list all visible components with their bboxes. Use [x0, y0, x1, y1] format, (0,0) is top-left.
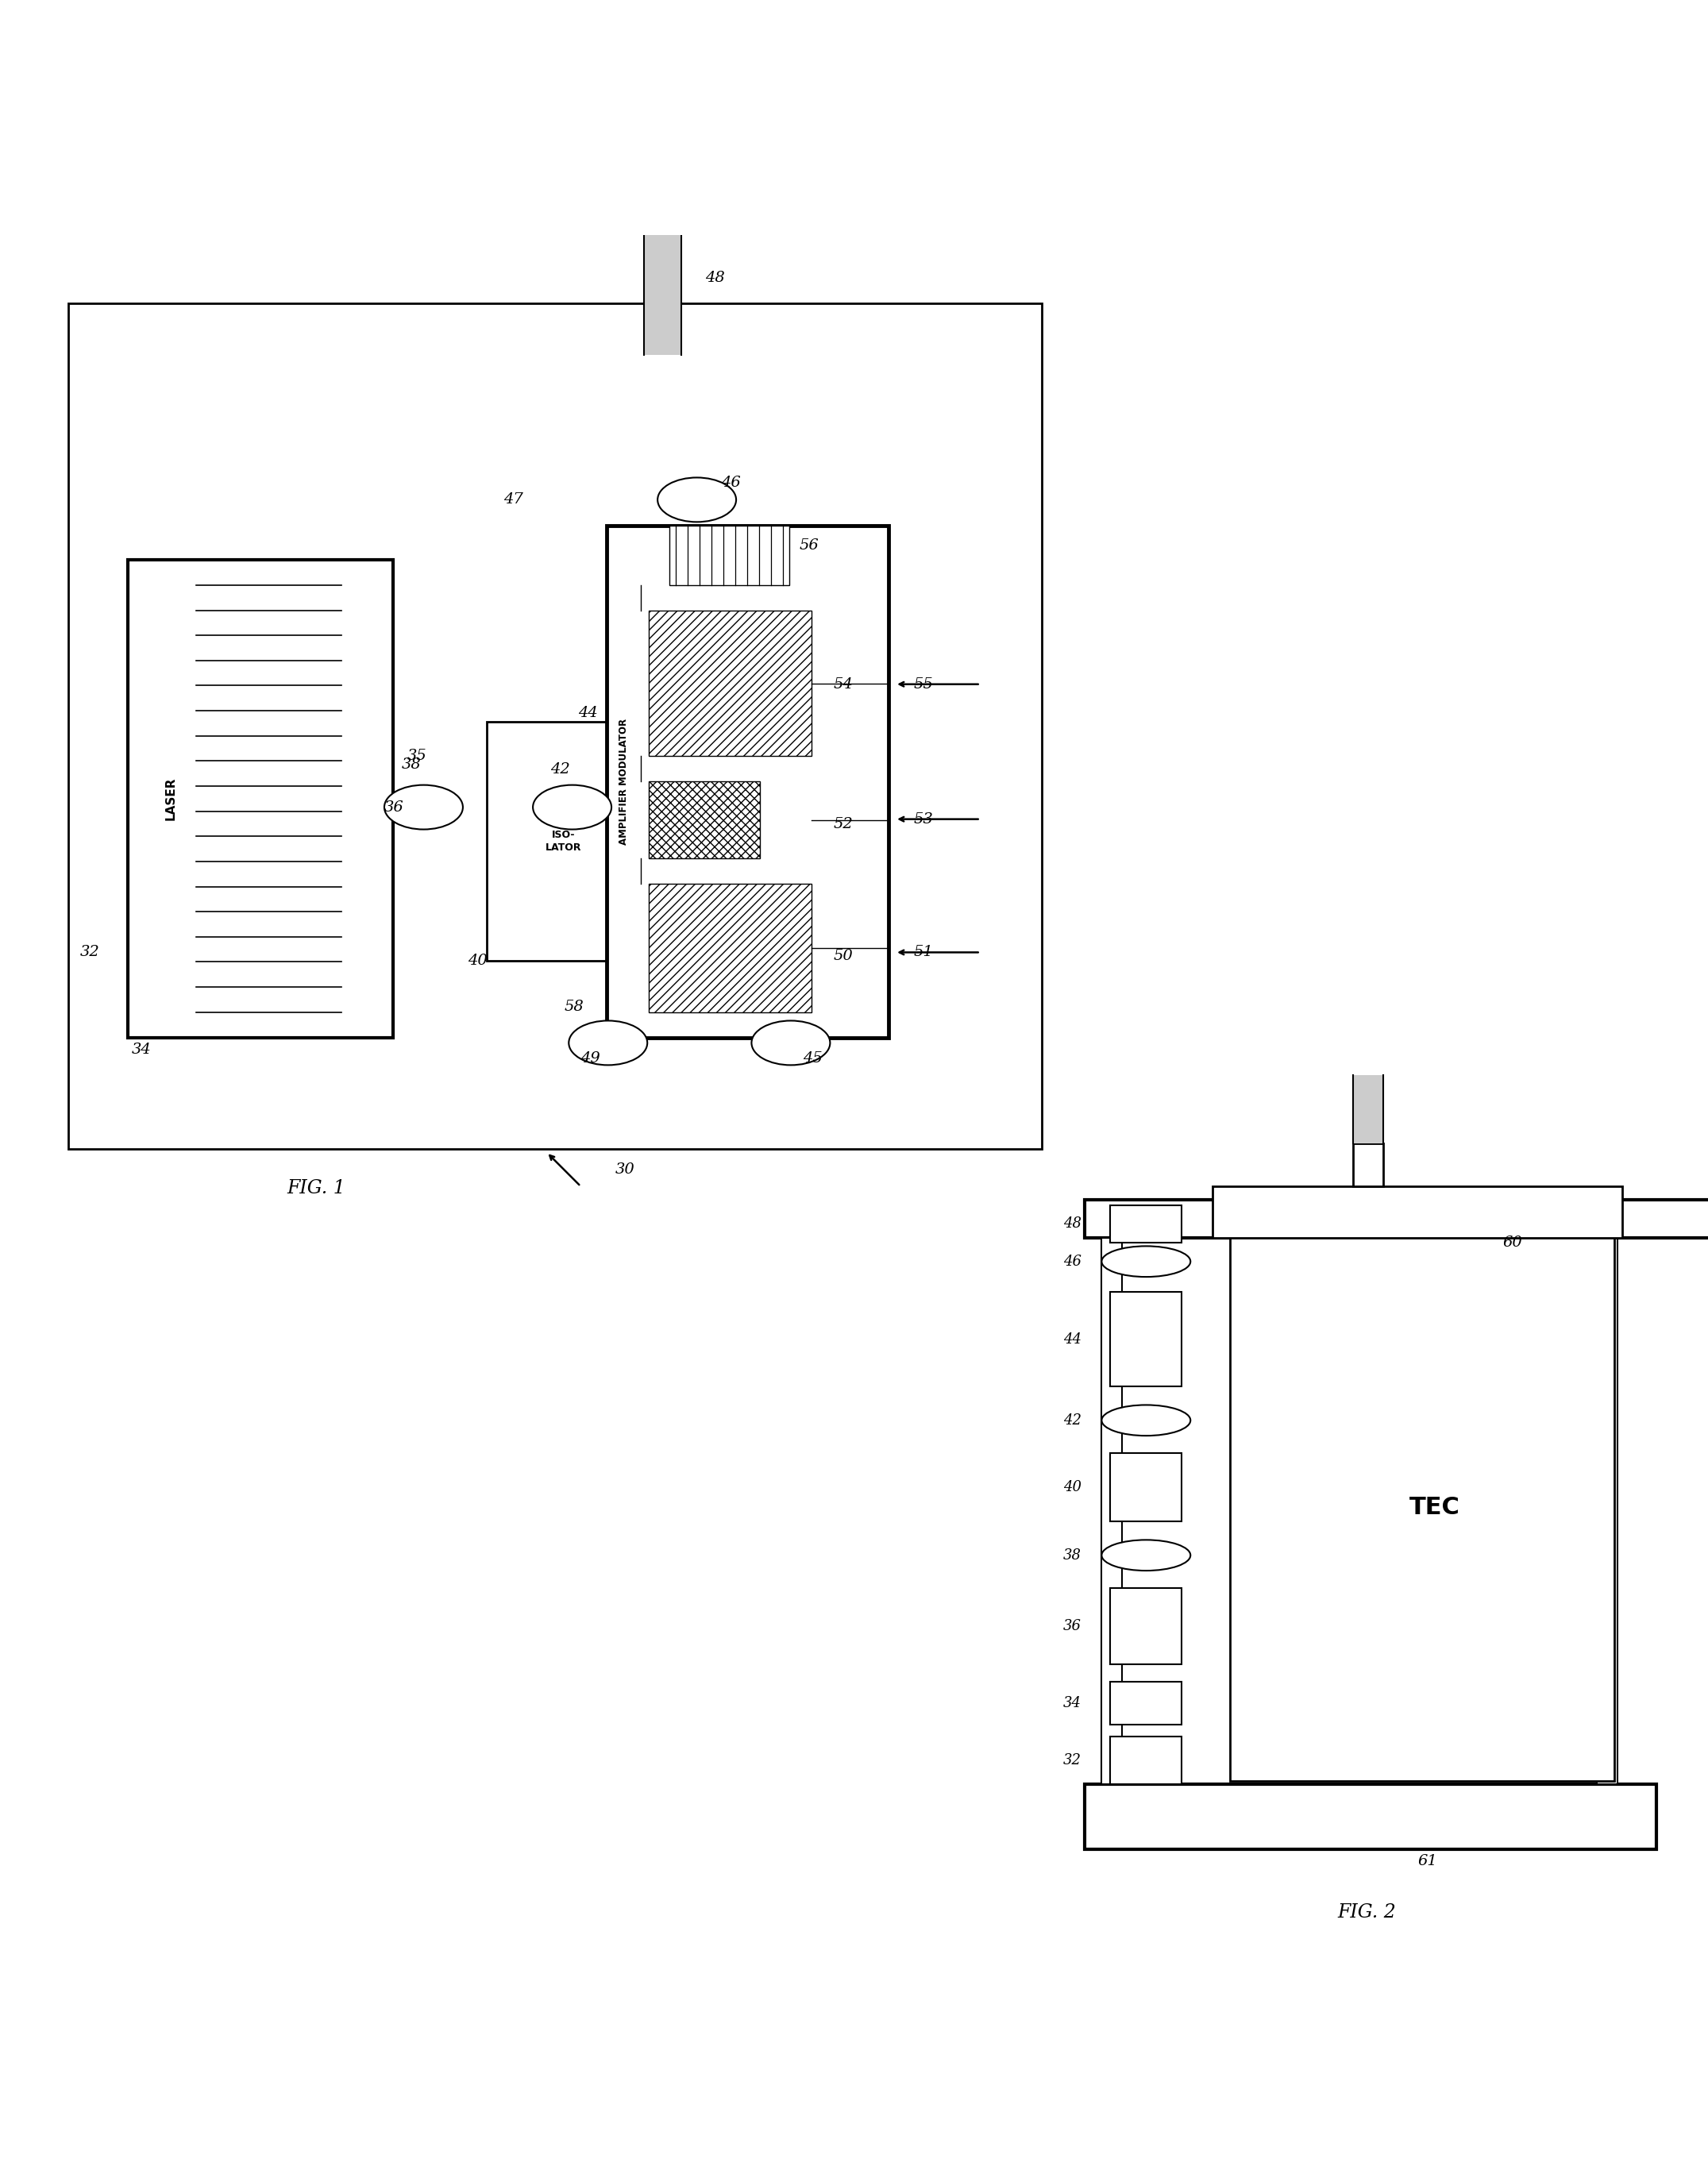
Text: 36: 36: [1062, 1618, 1081, 1634]
Text: 32: 32: [1062, 1753, 1081, 1766]
Ellipse shape: [1102, 1540, 1190, 1570]
Text: 45: 45: [803, 1052, 823, 1065]
Text: 56: 56: [799, 538, 820, 553]
Text: FIG. 2: FIG. 2: [1337, 1904, 1395, 1921]
Polygon shape: [1353, 1076, 1383, 1143]
Bar: [1213, 1187, 1623, 1237]
Polygon shape: [644, 227, 681, 355]
Bar: [670, 525, 789, 586]
Text: 47: 47: [504, 492, 524, 507]
Text: 58: 58: [564, 1000, 584, 1015]
Bar: [1110, 1588, 1182, 1664]
Ellipse shape: [533, 784, 611, 830]
Bar: [1110, 1292, 1182, 1385]
Text: 30: 30: [615, 1163, 635, 1176]
Text: ISO-
LATOR: ISO- LATOR: [545, 830, 582, 854]
Text: 48: 48: [705, 270, 726, 285]
Bar: [1102, 1237, 1122, 1784]
Bar: [487, 721, 640, 960]
Text: 52: 52: [834, 817, 854, 832]
Text: 53: 53: [914, 812, 934, 825]
Bar: [1230, 1235, 1614, 1782]
Text: 54: 54: [834, 677, 854, 690]
Bar: [649, 884, 811, 1013]
Bar: [649, 782, 760, 858]
Ellipse shape: [658, 477, 736, 523]
Text: 36: 36: [384, 799, 405, 815]
Text: 61: 61: [1418, 1853, 1438, 1869]
Text: 42: 42: [1062, 1414, 1081, 1427]
Text: 49: 49: [581, 1052, 601, 1065]
Text: 42: 42: [550, 762, 570, 778]
Text: 44: 44: [1062, 1333, 1081, 1346]
Bar: [1110, 1204, 1182, 1244]
Bar: [1353, 1143, 1383, 1187]
Text: 32: 32: [80, 945, 101, 960]
Text: 46: 46: [1062, 1255, 1081, 1268]
Text: 50: 50: [834, 950, 854, 963]
Text: 51: 51: [914, 945, 934, 960]
Bar: [68, 303, 1042, 1148]
Bar: [1597, 1237, 1617, 1784]
Ellipse shape: [569, 1021, 647, 1065]
Text: LASER: LASER: [166, 778, 176, 821]
Text: 60: 60: [1503, 1235, 1524, 1250]
Text: 34: 34: [1062, 1697, 1081, 1710]
Ellipse shape: [1102, 1246, 1190, 1276]
Text: 44: 44: [577, 706, 598, 721]
Bar: [1085, 1200, 1708, 1237]
Ellipse shape: [1102, 1405, 1190, 1435]
Text: 48: 48: [1062, 1218, 1081, 1231]
Text: 38: 38: [401, 758, 422, 771]
Bar: [128, 560, 393, 1037]
Text: 40: 40: [468, 954, 488, 967]
Bar: [1085, 1784, 1657, 1849]
Ellipse shape: [384, 784, 463, 830]
Text: 55: 55: [914, 677, 934, 690]
Text: 34: 34: [132, 1043, 152, 1056]
Bar: [1110, 1453, 1182, 1520]
Ellipse shape: [752, 1021, 830, 1065]
Bar: [606, 525, 888, 1037]
Text: 38: 38: [1062, 1549, 1081, 1562]
Bar: [1110, 1681, 1182, 1725]
Bar: [1110, 1736, 1182, 1784]
Text: 46: 46: [721, 475, 741, 490]
Text: 40: 40: [1062, 1479, 1081, 1494]
Text: AMPLIFIER MODULATOR: AMPLIFIER MODULATOR: [618, 719, 629, 845]
Bar: [649, 610, 811, 756]
Text: FIG. 1: FIG. 1: [287, 1178, 345, 1198]
Text: TEC: TEC: [1409, 1496, 1460, 1518]
Text: 35: 35: [407, 749, 427, 762]
